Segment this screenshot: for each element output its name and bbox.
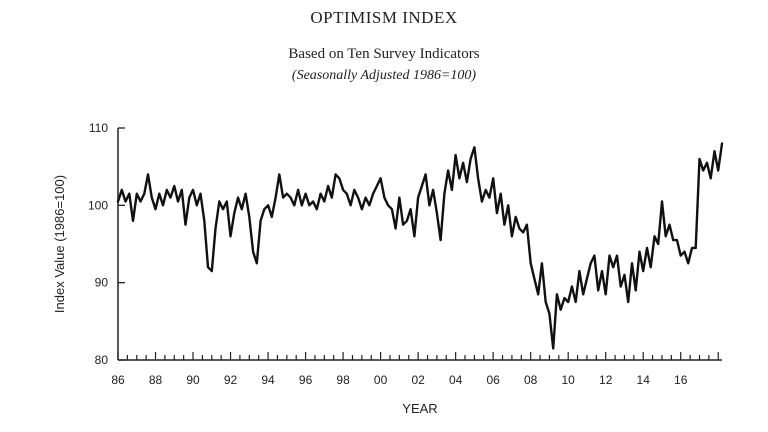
x-tick-label: 16 [674, 373, 688, 387]
x-tick-label: 08 [524, 373, 538, 387]
optimism-index-line [116, 142, 724, 350]
x-tick-label: 86 [111, 373, 125, 387]
x-tick-label: 98 [336, 373, 350, 387]
y-tick-label: 100 [88, 198, 108, 212]
y-tick-label: 90 [95, 276, 109, 290]
x-tick-label: 00 [374, 373, 388, 387]
x-tick-label: 14 [637, 373, 651, 387]
x-tick-label: 02 [411, 373, 425, 387]
x-axis-title: YEAR [402, 401, 437, 416]
x-tick-label: 04 [449, 373, 463, 387]
x-tick-label: 10 [562, 373, 576, 387]
x-tick-label: 90 [186, 373, 200, 387]
y-tick-label: 80 [95, 353, 109, 367]
x-tick-label: 88 [149, 373, 163, 387]
y-axis-title: Index Value (1986=100) [52, 175, 67, 313]
x-tick-label: 94 [261, 373, 275, 387]
chart-subtitle: Based on Ten Survey Indicators [288, 46, 480, 62]
x-tick-label: 12 [599, 373, 613, 387]
y-tick-label: 110 [89, 121, 108, 135]
x-tick-label: 06 [486, 373, 500, 387]
x-tick-label: 92 [224, 373, 238, 387]
x-ticks: 86 88 90 92 94 96 98 00 02 04 06 08 10 12 14 16 [111, 352, 719, 387]
y-ticks: 80 90 100 110 [88, 121, 125, 367]
chart-title: OPTIMISM INDEX [310, 8, 458, 27]
x-tick-label: 96 [299, 373, 313, 387]
chart-note: (Seasonally Adjusted 1986=100) [291, 68, 477, 83]
